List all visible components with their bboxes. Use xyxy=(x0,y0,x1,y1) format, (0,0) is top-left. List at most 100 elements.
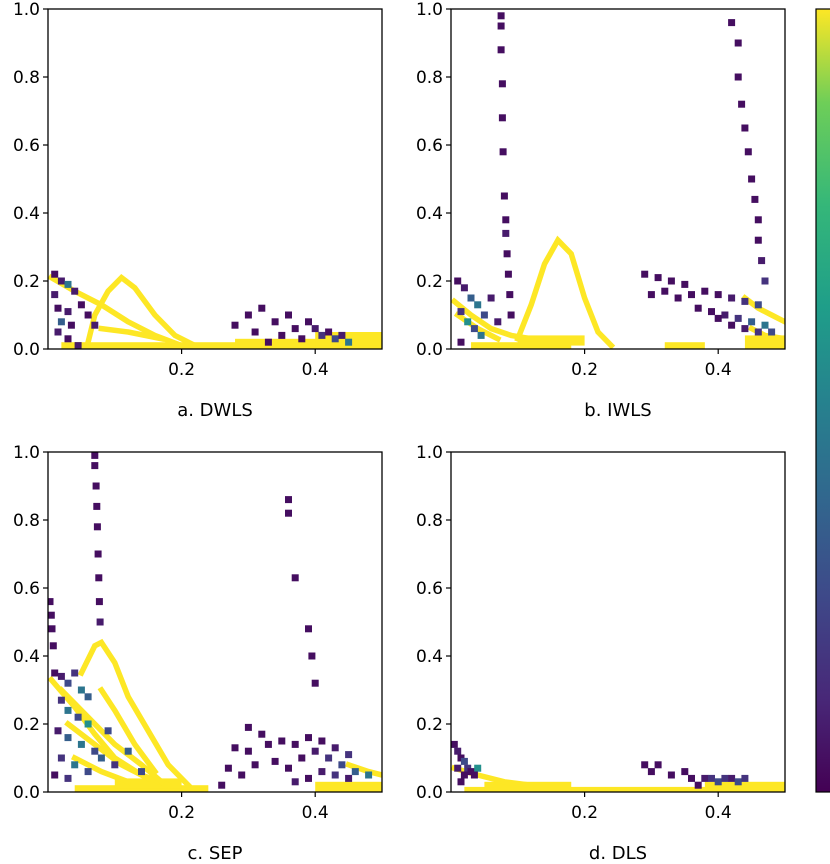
heatmap-cell xyxy=(728,19,736,27)
heatmap-cell xyxy=(345,774,353,782)
heatmap-cell xyxy=(451,740,458,748)
panel-caption: c. SEP xyxy=(188,843,243,864)
heatmap-cell xyxy=(454,747,462,755)
heatmap-cell xyxy=(64,774,72,782)
heatmap-ridge xyxy=(98,325,165,343)
heatmap-cell xyxy=(734,39,742,47)
heatmap-cell xyxy=(57,277,65,285)
heatmap-cell xyxy=(278,331,286,339)
heatmap-band xyxy=(114,778,182,789)
heatmap-cell xyxy=(57,696,65,704)
y-tick-label: 0.8 xyxy=(13,68,40,88)
heatmap-cell xyxy=(474,764,482,772)
y-tick-label: 0.4 xyxy=(416,204,443,224)
heatmap-band xyxy=(664,342,705,349)
y-tick-label: 0.8 xyxy=(416,511,443,531)
heatmap-cell xyxy=(244,311,252,319)
heatmap-cell xyxy=(64,280,72,288)
heatmap-cell xyxy=(264,338,272,346)
heatmap-cell xyxy=(291,325,299,333)
heatmap-cell xyxy=(701,287,709,295)
heatmap-cell xyxy=(647,768,655,776)
heatmap-cell xyxy=(67,321,75,329)
heatmap-cell xyxy=(84,720,92,728)
heatmap-cell xyxy=(457,308,465,316)
heatmap-cell xyxy=(244,723,252,731)
heatmap-cell xyxy=(477,331,485,339)
heatmap-cell xyxy=(285,764,292,772)
heatmap-cell xyxy=(92,482,100,490)
heatmap-cell xyxy=(231,321,239,329)
heatmap-cell xyxy=(494,318,502,326)
heatmap-cell xyxy=(331,744,339,752)
y-tick-label: 1.0 xyxy=(13,443,40,463)
heatmap-cell xyxy=(504,270,512,278)
heatmap-cell xyxy=(305,318,312,326)
panels-root: 0.0 0.2 0.4 0.6 0.8 1.0 0.2 0.4 a. DWLS 0.0 0.2 0.4… xyxy=(13,0,786,864)
heatmap-cell xyxy=(738,100,746,108)
panel-frame xyxy=(450,451,786,793)
heatmap-cell xyxy=(51,291,59,299)
y-tick-label: 0.0 xyxy=(416,783,443,803)
heatmap-band xyxy=(61,342,382,349)
heatmap-cell xyxy=(271,318,279,326)
heatmap-cell xyxy=(96,618,104,626)
heatmap-cell xyxy=(497,12,505,20)
heatmap-cell xyxy=(754,216,762,224)
heatmap-ridge xyxy=(84,273,199,349)
heatmap-cell xyxy=(667,771,675,779)
y-tick-label: 0.8 xyxy=(13,511,40,531)
heatmap-cell xyxy=(748,175,756,183)
heatmap-cell xyxy=(694,304,702,312)
y-tick-label: 1.0 xyxy=(416,0,443,20)
plot-area xyxy=(48,452,382,792)
heatmap-cell xyxy=(318,737,326,745)
heatmap-cell xyxy=(285,496,292,504)
heatmap-cell xyxy=(734,73,742,81)
heatmap-cell xyxy=(311,747,319,755)
heatmap-cell xyxy=(681,768,689,776)
y-tick-label: 0.2 xyxy=(13,715,40,735)
y-tick-label: 0.4 xyxy=(416,647,443,667)
x-tick-label: 0.2 xyxy=(571,803,598,823)
heatmap-cell xyxy=(721,311,729,319)
heatmap-cell xyxy=(365,771,373,779)
heatmap-cell xyxy=(54,328,62,336)
heatmap-cell xyxy=(298,335,306,343)
heatmap-cell xyxy=(271,757,279,765)
heatmap-cell xyxy=(291,740,299,748)
heatmap-cell xyxy=(338,331,346,339)
heatmap-cell xyxy=(667,277,675,285)
heatmap-cell xyxy=(734,314,742,322)
heatmap-ridge xyxy=(77,638,193,790)
x-tick-label: 0.2 xyxy=(571,360,598,380)
heatmap-cell xyxy=(311,325,319,333)
heatmap-cell xyxy=(744,148,752,156)
heatmap-cell xyxy=(305,774,312,782)
heatmap-cell xyxy=(741,297,749,305)
heatmap-cell xyxy=(741,124,749,132)
y-tick-label: 0.8 xyxy=(416,68,443,88)
y-tick-label: 0.2 xyxy=(13,272,40,292)
heatmap-cell xyxy=(338,761,346,769)
heatmap-cell xyxy=(291,778,299,786)
heatmap-cell xyxy=(474,301,482,309)
heatmap-cell xyxy=(470,771,478,779)
heatmap-cell xyxy=(264,740,272,748)
heatmap-cell xyxy=(345,751,353,759)
heatmap-cell xyxy=(497,22,505,30)
heatmap-cell xyxy=(51,669,59,677)
heatmap-cell xyxy=(714,291,722,299)
heatmap-ridge xyxy=(741,294,785,325)
heatmap-cell xyxy=(238,771,246,779)
heatmap-band xyxy=(235,338,382,349)
panel-caption: d. DLS xyxy=(589,843,647,864)
x-tick-label: 0.4 xyxy=(302,360,329,380)
heatmap-cell xyxy=(502,216,510,224)
heatmap-cell xyxy=(325,328,333,336)
heatmap-band xyxy=(464,786,785,792)
heatmap-cell xyxy=(308,652,316,660)
heatmap-cell xyxy=(291,574,299,582)
y-tick-label: 0.6 xyxy=(416,136,443,156)
heatmap-cell xyxy=(457,778,465,786)
